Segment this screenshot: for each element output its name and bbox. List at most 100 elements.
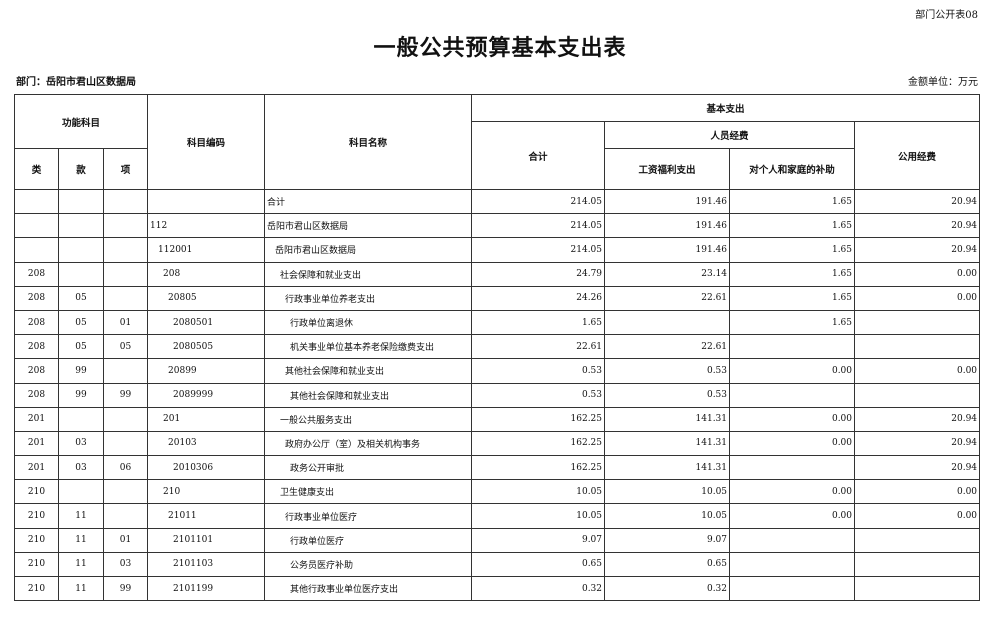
header-basic-expenditure: 基本支出 [471,94,981,122]
header-functional-subject: 功能科目 [13,94,149,149]
cell-public [854,527,981,553]
cell-code: 112001 [147,237,266,263]
cell-wages [604,309,731,336]
cell-kuan: 03 [58,455,104,481]
table-row: 210 11 01 2101101 行政单位医疗 9.07 9.07 [14,527,981,553]
cell-public [854,334,981,360]
cell-wages: 10.05 [604,479,731,505]
department-label: 部门：岳阳市君山区数据局 [16,77,136,88]
cell-code: 20899 [147,358,266,384]
cell-subsidies [729,551,856,578]
cell-code: 20103 [147,430,266,457]
cell-total: 0.53 [471,358,606,384]
cell-code: 2010306 [147,455,266,481]
table-row: 210 11 03 2101103 公务员医疗补助 0.65 0.65 [14,551,981,578]
cell-code: 210 [147,479,266,505]
cell-wages: 0.65 [604,551,731,578]
cell-name: 一般公共服务支出 [264,406,473,432]
cell-total: 214.05 [471,213,606,239]
cell-total: 9.07 [471,527,606,553]
cell-subsidies [729,455,856,481]
cell-code: 2080505 [147,334,266,360]
cell-xiang [102,261,149,287]
cell-subsidies: 0.00 [729,479,856,505]
cell-kuan: 11 [58,551,104,578]
cell-kuan [58,406,104,432]
table-row: 208 99 20899 其他社会保障和就业支出 0.53 0.53 0.00 0.00 [14,358,981,384]
cell-public [854,309,981,336]
cell-total: 24.79 [471,261,606,287]
cell-code: 2101101 [147,527,266,553]
cell-name: 行政单位离退休 [264,309,473,336]
table-body: 合计 214.05 191.46 1.65 20.94 112 岳阳市君山区数据局 214.0… [14,188,981,602]
table-row: 208 05 20805 行政事业单位养老支出 24.26 22.61 1.65 0.00 [14,285,981,311]
cell-public: 20.94 [854,430,981,457]
cell-lei: 210 [14,551,59,578]
cell-public: 20.94 [854,406,981,432]
cell-kuan: 11 [58,503,104,529]
table-row: 208 99 99 2089999 其他社会保障和就业支出 0.53 0.53 [14,382,981,408]
cell-name: 公务员医疗补助 [264,551,473,578]
cell-total: 214.05 [471,237,606,263]
page-title: 一般公共预算基本支出表 [373,36,627,61]
cell-name: 其他社会保障和就业支出 [264,382,473,408]
cell-code: 2101199 [147,575,266,602]
header-personnel: 人员经费 [604,121,856,149]
cell-public: 0.00 [854,358,981,384]
cell-xiang [102,503,149,529]
header-subsidies: 对个人和家庭的补助 [729,148,856,190]
cell-wages: 191.46 [604,213,731,239]
cell-kuan: 11 [58,527,104,553]
unit-label: 金额单位：万元 [908,77,978,88]
cell-name: 社会保障和就业支出 [264,261,473,287]
cell-code [147,188,266,215]
cell-wages: 191.46 [604,237,731,263]
cell-code: 20805 [147,285,266,311]
cell-subsidies: 0.00 [729,358,856,384]
cell-lei: 208 [14,358,59,384]
cell-public: 0.00 [854,261,981,287]
cell-wages: 191.46 [604,188,731,215]
cell-subsidies [729,334,856,360]
cell-xiang: 99 [102,382,149,408]
cell-lei [14,213,59,239]
cell-kuan: 11 [58,575,104,602]
cell-wages: 0.53 [604,358,731,384]
cell-xiang [102,479,149,505]
cell-lei: 208 [14,261,59,287]
cell-kuan: 03 [58,430,104,457]
cell-xiang: 01 [102,309,149,336]
cell-total: 162.25 [471,455,606,481]
cell-lei: 208 [14,334,59,360]
cell-subsidies: 1.65 [729,188,856,215]
cell-kuan: 05 [58,309,104,336]
cell-total: 10.05 [471,479,606,505]
cell-public: 20.94 [854,213,981,239]
cell-public: 20.94 [854,455,981,481]
cell-total: 24.26 [471,285,606,311]
header-name: 科目名称 [264,94,473,190]
cell-name: 卫生健康支出 [264,479,473,505]
cell-name: 合计 [264,188,473,215]
cell-kuan: 05 [58,285,104,311]
cell-public [854,382,981,408]
header-wages: 工资福利支出 [604,148,731,190]
cell-wages: 141.31 [604,455,731,481]
cell-total: 162.25 [471,406,606,432]
cell-name: 岳阳市君山区数据局 [264,237,473,263]
cell-lei: 210 [14,479,59,505]
cell-subsidies [729,575,856,602]
cell-total: 22.61 [471,334,606,360]
cell-name: 其他行政事业单位医疗支出 [264,575,473,602]
header-xiang: 项 [102,148,149,190]
cell-xiang [102,237,149,263]
cell-wages: 141.31 [604,430,731,457]
cell-total: 10.05 [471,503,606,529]
table-row: 201 03 20103 政府办公厅（室）及相关机构事务 162.25 141.31 0.0… [14,430,981,457]
header-total: 合计 [471,121,606,190]
table-row: 208 05 05 2080505 机关事业单位基本养老保险缴费支出 22.61 22.61 [14,334,981,360]
cell-name: 行政事业单位养老支出 [264,285,473,311]
cell-name: 政务公开审批 [264,455,473,481]
table-row: 208 05 01 2080501 行政单位离退休 1.65 1.65 [14,309,981,336]
cell-subsidies: 0.00 [729,406,856,432]
